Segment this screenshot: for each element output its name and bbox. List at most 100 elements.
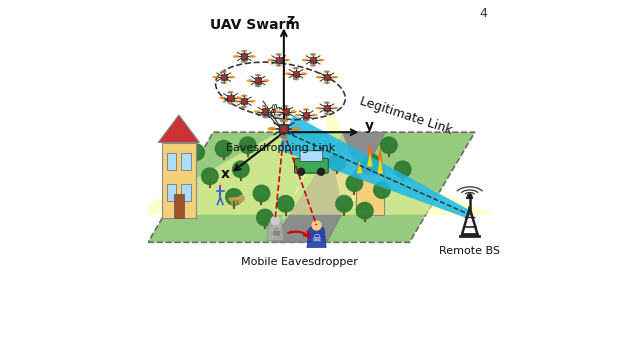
Circle shape [243,100,246,103]
Ellipse shape [332,107,338,109]
Circle shape [243,55,246,58]
Ellipse shape [233,56,239,57]
Circle shape [264,110,266,113]
Ellipse shape [263,105,266,107]
Circle shape [298,168,305,175]
Text: x: x [221,167,230,181]
Ellipse shape [295,114,301,116]
Polygon shape [162,143,196,218]
Circle shape [239,137,256,153]
Ellipse shape [325,102,328,103]
Polygon shape [267,218,284,240]
Text: UAV Swarm: UAV Swarm [210,18,300,32]
Polygon shape [167,153,177,170]
Bar [303,112,309,118]
Polygon shape [376,146,385,174]
Ellipse shape [241,61,247,63]
Polygon shape [148,132,475,242]
Ellipse shape [242,95,246,96]
Circle shape [277,195,294,212]
Circle shape [188,144,204,160]
Text: z: z [287,13,294,27]
Ellipse shape [221,82,227,84]
Ellipse shape [241,106,247,108]
FancyBboxPatch shape [294,158,328,173]
Ellipse shape [316,76,322,78]
Circle shape [329,154,346,171]
Polygon shape [325,115,368,201]
Ellipse shape [233,100,239,102]
Ellipse shape [325,82,328,83]
Ellipse shape [262,116,268,118]
Circle shape [381,137,397,153]
Circle shape [305,113,308,117]
Bar [241,98,247,104]
Circle shape [253,185,269,202]
Ellipse shape [228,102,234,104]
Circle shape [277,58,280,61]
Circle shape [229,96,232,99]
Ellipse shape [325,71,328,72]
Bar [255,77,261,84]
Ellipse shape [241,95,247,97]
Ellipse shape [242,50,246,52]
Ellipse shape [263,79,269,82]
Ellipse shape [263,116,266,118]
Ellipse shape [301,73,307,75]
Bar [241,53,247,60]
Ellipse shape [276,53,282,56]
Circle shape [346,175,363,192]
Ellipse shape [291,111,297,112]
Ellipse shape [275,111,280,112]
Polygon shape [173,194,184,218]
Ellipse shape [284,105,287,107]
Bar [262,109,268,115]
Polygon shape [181,184,191,201]
Circle shape [174,175,191,192]
Ellipse shape [276,65,282,66]
Circle shape [312,58,315,61]
Bar [324,105,330,111]
Polygon shape [366,143,374,167]
Text: Remote BS: Remote BS [439,246,500,256]
Text: ☠: ☠ [312,234,321,244]
Polygon shape [307,223,326,247]
Ellipse shape [242,61,246,62]
Polygon shape [158,115,200,143]
Ellipse shape [281,120,286,122]
Ellipse shape [247,79,253,82]
Text: ☠: ☠ [271,228,280,238]
Ellipse shape [268,59,273,61]
Polygon shape [167,184,177,201]
Ellipse shape [280,119,288,122]
Ellipse shape [303,119,309,121]
Ellipse shape [324,71,330,73]
Ellipse shape [293,67,299,69]
Ellipse shape [281,136,286,137]
Ellipse shape [268,127,276,130]
Circle shape [336,195,353,212]
Circle shape [364,154,380,171]
Bar [276,57,282,63]
Circle shape [257,79,260,82]
Ellipse shape [250,100,255,102]
Circle shape [374,182,390,198]
Circle shape [317,168,324,175]
Circle shape [164,154,180,171]
Ellipse shape [212,76,218,78]
Polygon shape [357,161,362,174]
Ellipse shape [242,106,246,107]
Ellipse shape [254,111,260,112]
Ellipse shape [284,116,287,118]
Polygon shape [353,153,387,174]
Text: Eavesdropping Link: Eavesdropping Link [226,143,335,153]
Ellipse shape [256,75,259,76]
Bar [324,74,330,80]
Ellipse shape [324,112,330,115]
Polygon shape [378,157,383,174]
Ellipse shape [220,97,225,99]
Ellipse shape [311,65,314,66]
Polygon shape [355,153,364,174]
Circle shape [232,161,249,178]
Ellipse shape [310,65,316,66]
